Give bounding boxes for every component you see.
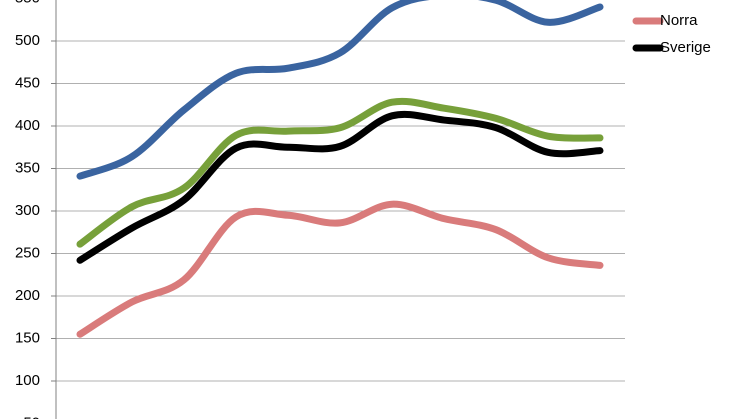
y-tick-label: 450 bbox=[15, 74, 40, 91]
y-tick-label: 400 bbox=[15, 117, 40, 134]
y-tick-label: 200 bbox=[15, 287, 40, 304]
line-series bbox=[76, 110, 604, 264]
y-tick-label: 550 bbox=[15, 0, 40, 6]
y-tick-label: 300 bbox=[15, 202, 40, 219]
legend-label: Norra bbox=[660, 12, 698, 29]
y-tick-label: 150 bbox=[15, 329, 40, 346]
y-tick-label: 50 bbox=[23, 414, 40, 419]
line-series bbox=[76, 0, 604, 180]
line-series bbox=[76, 97, 604, 248]
y-tick-label: 350 bbox=[15, 159, 40, 176]
y-tick-label: 250 bbox=[15, 244, 40, 261]
line-series bbox=[76, 200, 604, 338]
legend-label: Sverige bbox=[660, 39, 711, 56]
y-tick-label: 100 bbox=[15, 372, 40, 389]
y-tick-label: 500 bbox=[15, 32, 40, 49]
